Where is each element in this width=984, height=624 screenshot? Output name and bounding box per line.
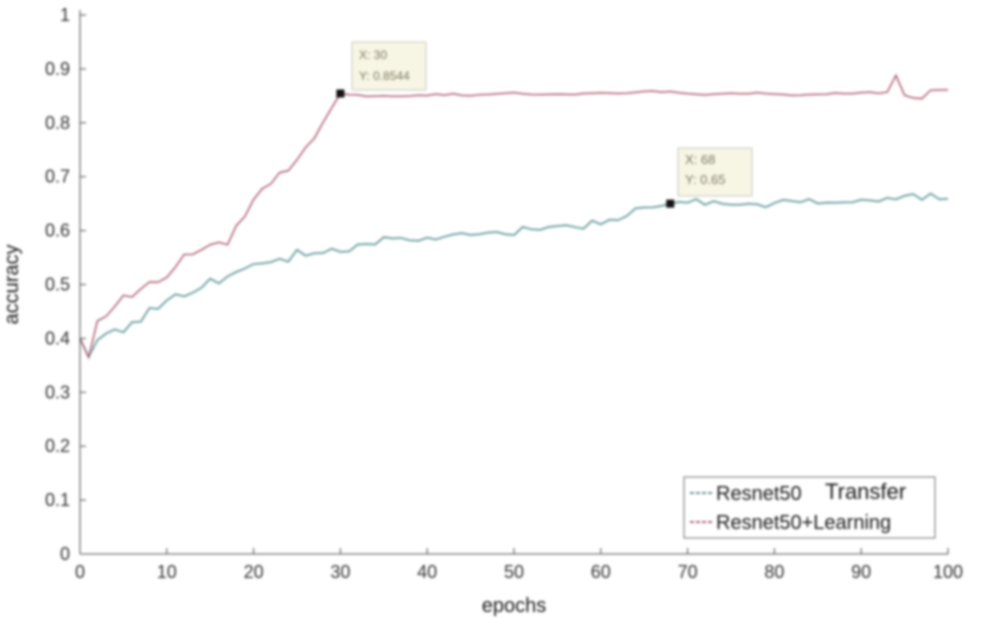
svg-text:0.5: 0.5 — [45, 275, 70, 295]
svg-text:20: 20 — [244, 562, 264, 582]
svg-text:0: 0 — [60, 544, 70, 564]
svg-text:0.9: 0.9 — [45, 59, 70, 79]
svg-text:40: 40 — [417, 562, 437, 582]
svg-text:accuracy: accuracy — [1, 244, 23, 324]
svg-text:80: 80 — [764, 562, 784, 582]
svg-text:60: 60 — [591, 562, 611, 582]
svg-text:Y: 0.65: Y: 0.65 — [685, 172, 725, 187]
svg-text:X: 68: X: 68 — [685, 152, 715, 167]
svg-text:Y: 0.8544: Y: 0.8544 — [359, 69, 410, 83]
svg-text:X: 30: X: 30 — [359, 48, 387, 62]
svg-text:10: 10 — [157, 562, 177, 582]
svg-text:Transfer: Transfer — [825, 479, 906, 504]
svg-text:70: 70 — [678, 562, 698, 582]
svg-text:0.1: 0.1 — [45, 490, 70, 510]
svg-text:50: 50 — [504, 562, 524, 582]
svg-text:0.3: 0.3 — [45, 382, 70, 402]
svg-text:0.8: 0.8 — [45, 113, 70, 133]
svg-text:Resnet50: Resnet50 — [716, 483, 802, 505]
svg-text:0.4: 0.4 — [45, 328, 70, 348]
svg-text:100: 100 — [933, 562, 963, 582]
svg-text:Resnet50+Learning: Resnet50+Learning — [716, 512, 891, 534]
svg-text:0: 0 — [75, 562, 85, 582]
svg-text:0.7: 0.7 — [45, 167, 70, 187]
svg-text:30: 30 — [330, 562, 350, 582]
svg-text:90: 90 — [851, 562, 871, 582]
svg-text:0.2: 0.2 — [45, 436, 70, 456]
svg-text:1: 1 — [60, 5, 70, 25]
svg-text:epochs: epochs — [482, 595, 547, 617]
svg-text:0.6: 0.6 — [45, 221, 70, 241]
